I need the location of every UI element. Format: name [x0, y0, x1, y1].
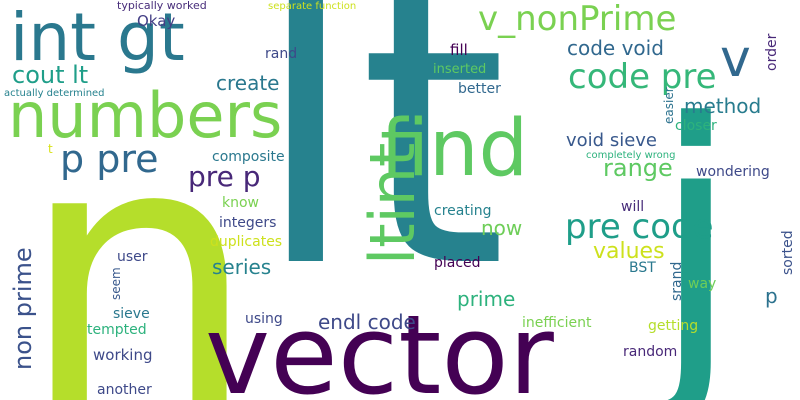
cloud-word-now: now — [481, 216, 523, 240]
cloud-word-j: j — [650, 53, 742, 400]
cloud-word-composite: composite — [212, 149, 285, 165]
cloud-word-sorted: sorted — [780, 230, 796, 275]
cloud-word-pre-code: pre code — [565, 207, 714, 247]
cloud-word-prime: prime — [457, 287, 516, 311]
cloud-word-numbers: numbers — [8, 79, 283, 152]
cloud-word-separate-function: separate function — [268, 1, 357, 12]
cloud-word-code-void: code void — [567, 36, 664, 60]
cloud-word-n: n — [18, 58, 259, 400]
cloud-word-values: values — [593, 239, 665, 264]
cloud-word-using: using — [245, 311, 283, 327]
cloud-word-rand: rand — [265, 46, 298, 62]
cloud-word-seem: seem — [109, 267, 123, 300]
cloud-word-t: t — [48, 142, 53, 156]
cloud-word-srand: srand — [669, 261, 685, 301]
cloud-word-tempted: tempted — [87, 322, 147, 338]
cloud-word-way: way — [688, 276, 717, 292]
cloud-word-placed: placed — [434, 255, 481, 271]
cloud-word-void-sieve: void sieve — [566, 130, 657, 151]
cloud-word-know: know — [222, 195, 259, 211]
cloud-word-inefficient: inefficient — [522, 315, 592, 331]
cloud-word-cout-lt: cout lt — [12, 61, 89, 89]
cloud-word-completely-wrong: completely wrong — [586, 150, 676, 161]
cloud-word-user: user — [117, 249, 148, 265]
cloud-word-integers: integers — [219, 215, 277, 231]
cloud-word-getting: getting — [648, 318, 699, 334]
cloud-word-better: better — [458, 81, 501, 97]
cloud-word-bst: BST — [629, 260, 656, 276]
cloud-word-random: random — [623, 344, 678, 360]
cloud-word-p: p — [765, 284, 778, 308]
cloud-word-v-nonprime: v_nonPrime — [478, 0, 677, 39]
cloud-word-closer: closer — [675, 118, 717, 134]
cloud-word-code-pre: code pre — [568, 57, 717, 97]
cloud-word-fill: fill — [450, 41, 468, 59]
cloud-word-sieve: sieve — [113, 306, 150, 322]
cloud-word-lt: lt — [253, 0, 508, 351]
cloud-word-vector: vector — [205, 291, 554, 400]
cloud-word-ltint: ltint — [356, 142, 429, 265]
cloud-word-p-pre: p pre — [60, 137, 159, 181]
cloud-word-another: another — [97, 382, 152, 398]
cloud-word-typically-worked: typically worked — [117, 0, 207, 12]
cloud-word-working: working — [93, 346, 153, 364]
cloud-word-int-gt: int gt — [10, 0, 185, 76]
cloud-word-v: v — [720, 29, 751, 89]
cloud-word-series: series — [212, 255, 272, 279]
cloud-word-easier: easier — [662, 87, 676, 124]
cloud-word-range: range — [603, 154, 673, 182]
cloud-word-create: create — [216, 71, 280, 95]
cloud-word-actually-determined: actually determined — [4, 88, 105, 99]
cloud-word-order: order — [764, 33, 780, 71]
cloud-word-duplicates: duplicates — [210, 234, 283, 250]
cloud-word-okay: Okay — [137, 12, 176, 30]
cloud-word-will: will — [621, 199, 645, 215]
cloud-word-find: find — [380, 104, 529, 194]
cloud-word-wondering: wondering — [696, 164, 770, 180]
cloud-word-creating: creating — [434, 203, 492, 219]
cloud-word-method: method — [684, 94, 762, 118]
cloud-word-non-prime: non prime — [9, 247, 37, 370]
cloud-word-pre-p: pre p — [188, 160, 261, 193]
cloud-word-inserted: inserted — [433, 62, 487, 77]
cloud-word-endl-code: endl code — [318, 310, 416, 334]
